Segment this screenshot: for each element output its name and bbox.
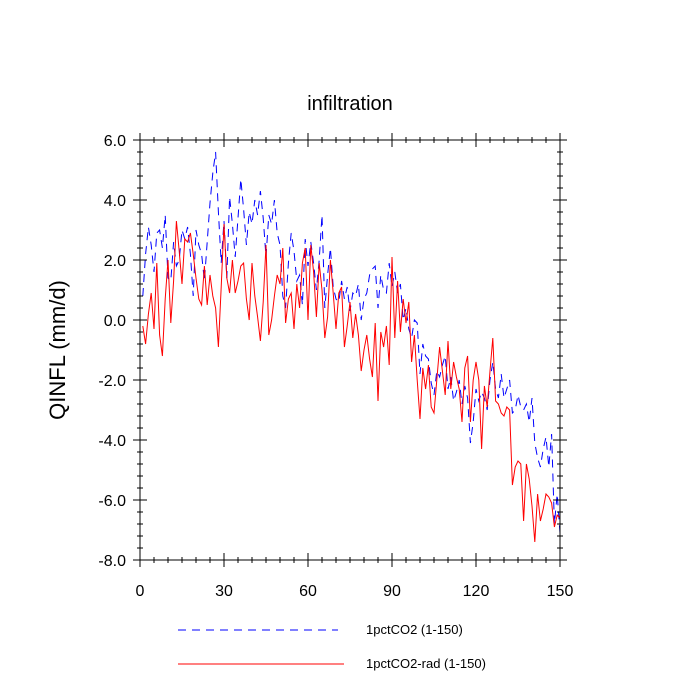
- y-tick-label: -6.0: [98, 493, 126, 510]
- series-line-2: [142, 220, 561, 543]
- y-tick-label: -2.0: [98, 373, 126, 390]
- legend-label-1pctco2-rad: 1pctCO2-rad (1-150): [366, 656, 486, 671]
- plot-frame: [139, 139, 561, 561]
- legend-label-1pctco2: 1pctCO2 (1-150): [366, 622, 463, 637]
- x-tick-label: 0: [136, 583, 145, 600]
- y-tick-label: 2.0: [104, 253, 126, 270]
- chart-title: infiltration: [307, 93, 393, 115]
- x-tick-label: 120: [463, 583, 490, 600]
- y-tick-label: -8.0: [98, 553, 126, 570]
- x-tick-label: 30: [215, 583, 233, 600]
- y-tick-label: 4.0: [104, 193, 126, 210]
- y-tick-label: 6.0: [104, 133, 126, 150]
- x-tick-label: 60: [299, 583, 317, 600]
- axes-layer: 0 30 60 90 120 150 6.0 4.0 2.0 0.0 -2.0 -4.0 -6.0 -8.…: [98, 133, 573, 600]
- y-tick-label: 0.0: [104, 313, 126, 330]
- series-line-1: [142, 151, 561, 534]
- y-axis-label: QINFL (mm/d): [45, 280, 70, 420]
- x-tick-label: 150: [547, 583, 574, 600]
- x-tick-label: 90: [383, 583, 401, 600]
- y-tick-label: -4.0: [98, 433, 126, 450]
- legend: 1pctCO2 (1-150) 1pctCO2-rad (1-150): [178, 622, 486, 671]
- series-layer: [142, 151, 561, 543]
